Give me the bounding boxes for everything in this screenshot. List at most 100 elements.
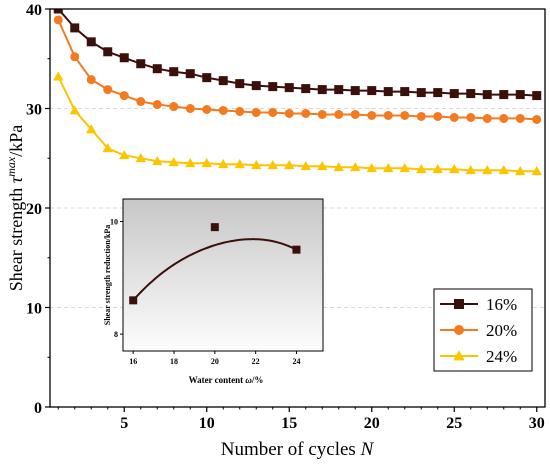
legend-entry: 24% xyxy=(440,347,517,366)
main-series xyxy=(53,9,542,176)
data-point xyxy=(201,158,212,168)
inset-y-tick-label: 8 xyxy=(114,330,118,339)
data-point xyxy=(235,79,245,89)
inset-plot-background xyxy=(122,198,324,352)
data-point xyxy=(301,108,311,118)
data-point xyxy=(136,59,146,69)
data-point xyxy=(202,73,212,83)
data-point xyxy=(432,164,443,174)
data-point xyxy=(532,91,542,101)
data-point xyxy=(119,53,129,63)
main-axes: 0 10 20 30 40 5 10 15 20 25 30 xyxy=(26,2,545,432)
legend-entry: 16% xyxy=(440,295,517,314)
data-point xyxy=(70,23,80,33)
inset-x-tick-label: 24 xyxy=(292,357,300,366)
series-1 xyxy=(53,15,542,124)
data-point xyxy=(433,88,443,98)
data-point xyxy=(334,85,344,95)
x-axis-label: Number of cycles N xyxy=(221,439,375,460)
data-point xyxy=(53,9,63,14)
data-point xyxy=(515,166,526,176)
data-point xyxy=(103,47,113,57)
data-point xyxy=(86,75,96,85)
data-point xyxy=(169,102,179,112)
inset-data-point xyxy=(129,296,138,305)
inset-x-tick-label: 20 xyxy=(211,357,219,366)
data-point xyxy=(350,109,360,119)
data-point xyxy=(284,83,294,93)
data-point xyxy=(168,157,179,167)
data-point xyxy=(317,109,327,119)
data-point xyxy=(333,162,344,172)
data-point xyxy=(466,112,476,122)
data-point xyxy=(449,164,460,174)
data-point xyxy=(317,161,328,171)
data-point xyxy=(367,110,377,120)
legend-label: 20% xyxy=(486,321,517,340)
legend-marker xyxy=(453,350,465,361)
data-point xyxy=(135,153,146,163)
data-point xyxy=(103,85,113,95)
data-point xyxy=(416,111,426,121)
data-point xyxy=(366,163,377,173)
data-point xyxy=(185,104,195,113)
data-point xyxy=(383,110,393,120)
data-point xyxy=(152,64,162,74)
data-point xyxy=(301,84,311,94)
data-point xyxy=(53,71,64,81)
inset-data-point xyxy=(292,245,301,254)
y-tick-label: 40 xyxy=(26,2,42,19)
data-point xyxy=(498,165,509,175)
x-tick-label: 25 xyxy=(446,415,462,432)
data-point xyxy=(119,150,130,160)
data-point xyxy=(449,112,459,122)
data-point xyxy=(268,82,278,92)
data-point xyxy=(317,85,327,95)
series-line xyxy=(57,19,537,121)
data-point xyxy=(532,114,542,124)
x-tick-label: 20 xyxy=(364,415,380,432)
data-point xyxy=(86,124,97,134)
legend: 16% 20% 24% xyxy=(433,288,533,372)
data-point xyxy=(416,164,427,174)
data-point xyxy=(482,165,493,175)
data-point xyxy=(515,113,525,123)
data-point xyxy=(300,161,311,171)
x-tick-label: 5 xyxy=(120,415,128,432)
series-0 xyxy=(53,9,542,101)
legend-label: 16% xyxy=(486,295,517,314)
y-axis-label: Shear strength τmax/kPa xyxy=(4,125,26,291)
data-point xyxy=(350,86,360,96)
data-point xyxy=(499,90,509,100)
data-point xyxy=(218,159,229,169)
data-point xyxy=(482,113,492,123)
inset-x-tick-label: 16 xyxy=(129,357,137,366)
data-point xyxy=(119,91,129,101)
data-point xyxy=(399,163,410,173)
data-point xyxy=(367,86,377,96)
data-point xyxy=(284,160,295,170)
y-tick-label: 0 xyxy=(34,400,42,417)
data-point xyxy=(400,87,410,97)
inset-x-tick-label: 18 xyxy=(170,357,178,366)
inset-axes: 16 18 20 22 24 8 10 xyxy=(110,218,300,366)
data-point xyxy=(136,97,146,107)
data-point xyxy=(169,67,179,77)
legend-entry: 20% xyxy=(440,321,517,340)
data-point xyxy=(102,143,113,153)
data-point xyxy=(466,89,476,99)
data-point xyxy=(251,160,262,170)
y-tick-label: 10 xyxy=(26,301,42,318)
data-point xyxy=(53,15,63,25)
data-point xyxy=(350,162,361,172)
legend-marker xyxy=(454,299,464,309)
data-point xyxy=(515,90,525,100)
data-point xyxy=(416,88,426,98)
data-point xyxy=(449,89,459,99)
data-point xyxy=(234,159,245,169)
x-tick-label: 10 xyxy=(199,415,215,432)
data-point xyxy=(531,166,542,176)
data-point xyxy=(202,104,212,114)
data-point xyxy=(251,81,261,91)
